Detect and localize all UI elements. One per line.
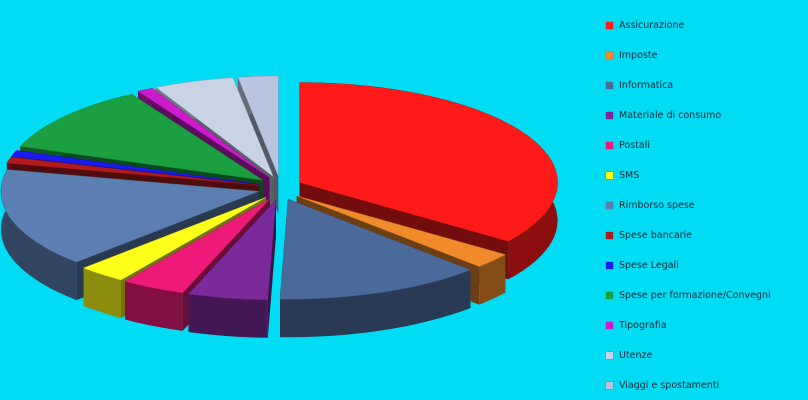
slice-informatica	[279, 198, 472, 338]
legend-swatch	[606, 141, 613, 149]
slice-materiale-di-consumo	[187, 199, 277, 338]
legend-swatch	[606, 201, 613, 209]
legend-item-materiale-di-consumo: Materiale di consumo	[606, 100, 806, 130]
legend-item-assicurazione: Assicurazione	[606, 10, 806, 40]
legend-swatch	[606, 51, 613, 59]
legend-swatch	[606, 351, 613, 359]
legend-item-tipografia: Tipografia	[606, 310, 806, 340]
legend-label: Assicurazione	[619, 19, 685, 31]
legend-label: Materiale di consumo	[619, 109, 722, 121]
legend-label: Imposte	[619, 49, 658, 61]
legend-swatch	[606, 231, 613, 239]
legend-item-rimborso-spese: Rimborso spese	[606, 190, 806, 220]
legend-item-viaggi-e-spostamenti: Viaggi e spostamenti	[606, 370, 806, 400]
legend-label: Spese bancarie	[619, 229, 693, 241]
legend-swatch	[606, 291, 613, 299]
pie-chart: Assicurazione Imposte Informatica Materiale…	[0, 20, 771, 391]
legend-label: Viaggi e spostamenti	[619, 379, 720, 391]
legend-swatch	[606, 381, 613, 389]
legend-label: Spese per formazione/Convegni	[619, 289, 771, 301]
legend-item-spese-legali: Spese Legali	[606, 250, 806, 280]
legend-item-imposte: Imposte	[606, 40, 806, 70]
legend: Assicurazione Imposte Informatica Materiale…	[606, 10, 806, 400]
legend-swatch	[606, 261, 613, 269]
pie-plot-area	[0, 75, 558, 338]
legend-swatch	[606, 321, 613, 329]
legend-item-spese-per-formazione-convegni: Spese per formazione/Convegni	[606, 280, 806, 310]
legend-swatch	[606, 21, 613, 29]
legend-label: Tipografia	[619, 319, 667, 331]
legend-item-spese-bancarie: Spese bancarie	[606, 220, 806, 250]
legend-item-utenze: Utenze	[606, 340, 806, 370]
legend-label: Postali	[619, 139, 650, 151]
legend-label: Utenze	[619, 349, 653, 361]
legend-swatch	[606, 111, 613, 119]
legend-swatch	[606, 171, 613, 179]
legend-label: Spese Legali	[619, 259, 679, 271]
legend-label: Informatica	[619, 79, 674, 91]
legend-swatch	[606, 81, 613, 89]
legend-item-postali: Postali	[606, 130, 806, 160]
legend-item-sms: SMS	[606, 160, 806, 190]
legend-label: Rimborso spese	[619, 199, 695, 211]
legend-item-informatica: Informatica	[606, 70, 806, 100]
legend-label: SMS	[619, 169, 640, 181]
